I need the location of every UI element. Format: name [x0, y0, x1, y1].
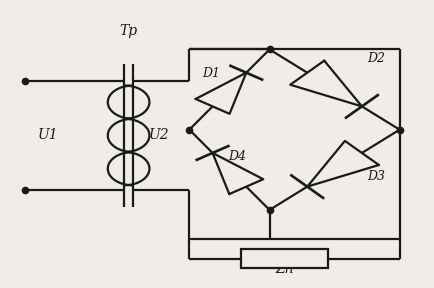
Text: Tp: Tp — [119, 24, 137, 38]
Polygon shape — [212, 153, 263, 194]
Text: D2: D2 — [366, 52, 384, 65]
Text: D3: D3 — [366, 170, 384, 183]
Polygon shape — [306, 141, 378, 187]
Text: D4: D4 — [227, 150, 246, 163]
Polygon shape — [289, 61, 361, 106]
Text: Zн: Zн — [275, 262, 293, 276]
Text: U1: U1 — [38, 128, 59, 142]
Bar — [241, 249, 327, 268]
Text: D1: D1 — [201, 67, 220, 80]
Polygon shape — [195, 73, 246, 114]
Text: U2: U2 — [148, 128, 169, 142]
